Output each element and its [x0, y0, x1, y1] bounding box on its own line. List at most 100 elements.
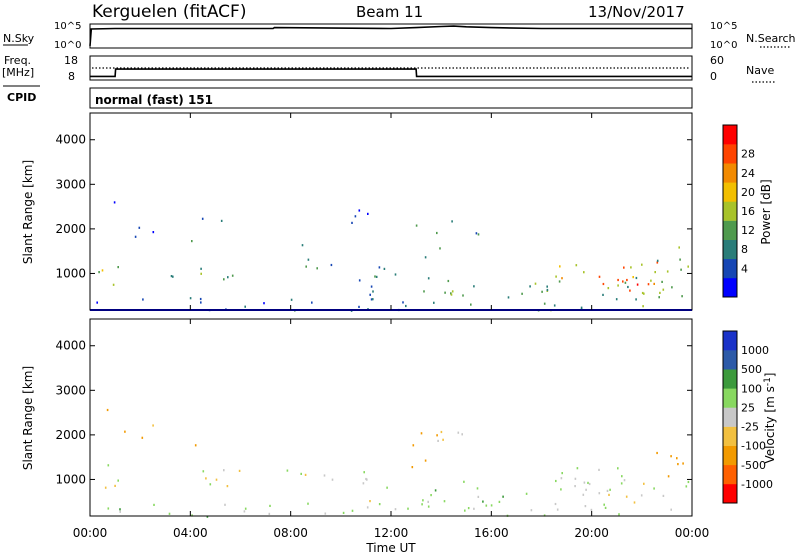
- colorbar-tick-label: 24: [741, 167, 755, 180]
- data-cell: [502, 495, 504, 498]
- data-cell: [114, 484, 116, 487]
- data-cell: [424, 256, 427, 259]
- data-cell: [602, 293, 604, 296]
- data-cell: [451, 220, 453, 223]
- data-cell: [656, 259, 659, 262]
- data-cell: [363, 471, 365, 474]
- colorbar-swatch: [723, 201, 737, 221]
- velocity-ylabel: Slant Range [km]: [21, 366, 35, 470]
- data-cell: [625, 495, 628, 498]
- colorbar-swatch: [723, 464, 737, 485]
- freq-tick-top: 18: [64, 54, 78, 67]
- data-cell: [632, 276, 634, 279]
- data-cell: [405, 304, 407, 308]
- x-tick-label: 16:00: [474, 526, 509, 540]
- data-cell: [583, 481, 586, 484]
- colorbar-tick-label: 8: [741, 243, 748, 256]
- data-cell: [383, 267, 386, 270]
- data-cell: [324, 512, 327, 515]
- data-cell: [442, 438, 444, 441]
- data-cell: [263, 302, 265, 305]
- data-cell: [238, 469, 241, 472]
- data-cell: [423, 290, 425, 293]
- data-cell: [633, 501, 636, 504]
- data-cell: [485, 504, 488, 507]
- colorbar-tick-label: 500: [741, 363, 762, 376]
- data-cell: [643, 482, 645, 485]
- velocity-panel-frame: [89, 318, 693, 517]
- data-cell: [598, 492, 601, 495]
- data-cell: [667, 475, 670, 478]
- data-cell: [268, 512, 271, 515]
- data-cell: [609, 488, 611, 491]
- data-cell: [560, 477, 563, 480]
- data-cell: [477, 495, 480, 498]
- data-cell: [546, 288, 549, 292]
- data-cell: [635, 276, 638, 280]
- data-cell: [580, 306, 583, 309]
- colorbar-tick-label: 20: [741, 186, 755, 199]
- data-cell: [462, 294, 464, 297]
- data-cell: [656, 451, 658, 455]
- data-cell: [107, 507, 110, 510]
- data-cell: [670, 455, 672, 458]
- data-cell: [411, 466, 414, 469]
- data-cell: [626, 278, 628, 282]
- data-cell: [546, 285, 548, 288]
- data-cell: [152, 424, 154, 427]
- data-cell: [554, 502, 557, 506]
- x-axis-label: Time UT: [365, 541, 416, 554]
- colorbar-frame: [722, 124, 738, 298]
- data-cell: [220, 219, 223, 222]
- data-cell: [575, 264, 578, 267]
- nave-tick-bottom: 0: [710, 70, 717, 83]
- data-cell: [470, 303, 472, 306]
- power-y-axis: 1000 2000 3000 4000: [55, 133, 692, 280]
- data-cell: [112, 283, 115, 286]
- data-cell: [369, 500, 371, 503]
- data-cell: [168, 512, 171, 515]
- data-cell: [650, 279, 652, 282]
- colorbar-frame: [722, 330, 738, 504]
- colorbar-swatch: [723, 426, 737, 446]
- colorbar-swatch: [723, 144, 737, 164]
- data-cell: [588, 482, 591, 486]
- data-cell: [113, 201, 116, 204]
- data-cell: [101, 269, 104, 272]
- data-cell: [654, 271, 656, 274]
- x-tick-label: 00:00: [73, 526, 108, 540]
- data-cell: [422, 499, 424, 502]
- data-cell: [351, 221, 353, 224]
- data-cell: [659, 291, 661, 294]
- data-cell: [124, 430, 126, 433]
- freq-unit: [MHz]: [2, 66, 34, 79]
- data-cell: [351, 509, 354, 512]
- data-cell: [342, 511, 345, 514]
- data-cell: [201, 217, 204, 220]
- data-cell: [585, 488, 587, 491]
- data-cell: [682, 462, 684, 465]
- data-cell: [424, 459, 427, 462]
- data-cell: [623, 266, 625, 269]
- data-cell: [629, 289, 631, 292]
- data-cell: [290, 298, 293, 301]
- date-title: 13/Nov/2017: [588, 3, 685, 21]
- data-cell: [561, 472, 563, 475]
- colorbar-tick-label: -1000: [741, 478, 773, 491]
- colorbar-tick-label: 12: [741, 224, 755, 237]
- data-cell: [227, 276, 229, 279]
- velocity-heatmap: [104, 408, 690, 518]
- cpid-label: CPID: [7, 91, 36, 104]
- data-cell: [362, 482, 365, 485]
- data-cell: [152, 231, 155, 234]
- data-cell: [138, 226, 141, 229]
- data-cell: [559, 265, 561, 268]
- data-cell: [194, 444, 197, 447]
- data-cell: [358, 209, 361, 212]
- data-cell: [671, 286, 673, 289]
- data-cell: [630, 266, 632, 269]
- velocity-colorbar: 1000 500 100 25 -25 -100 -500 -1000: [722, 330, 773, 504]
- data-cell: [374, 275, 376, 278]
- data-cell: [386, 486, 388, 489]
